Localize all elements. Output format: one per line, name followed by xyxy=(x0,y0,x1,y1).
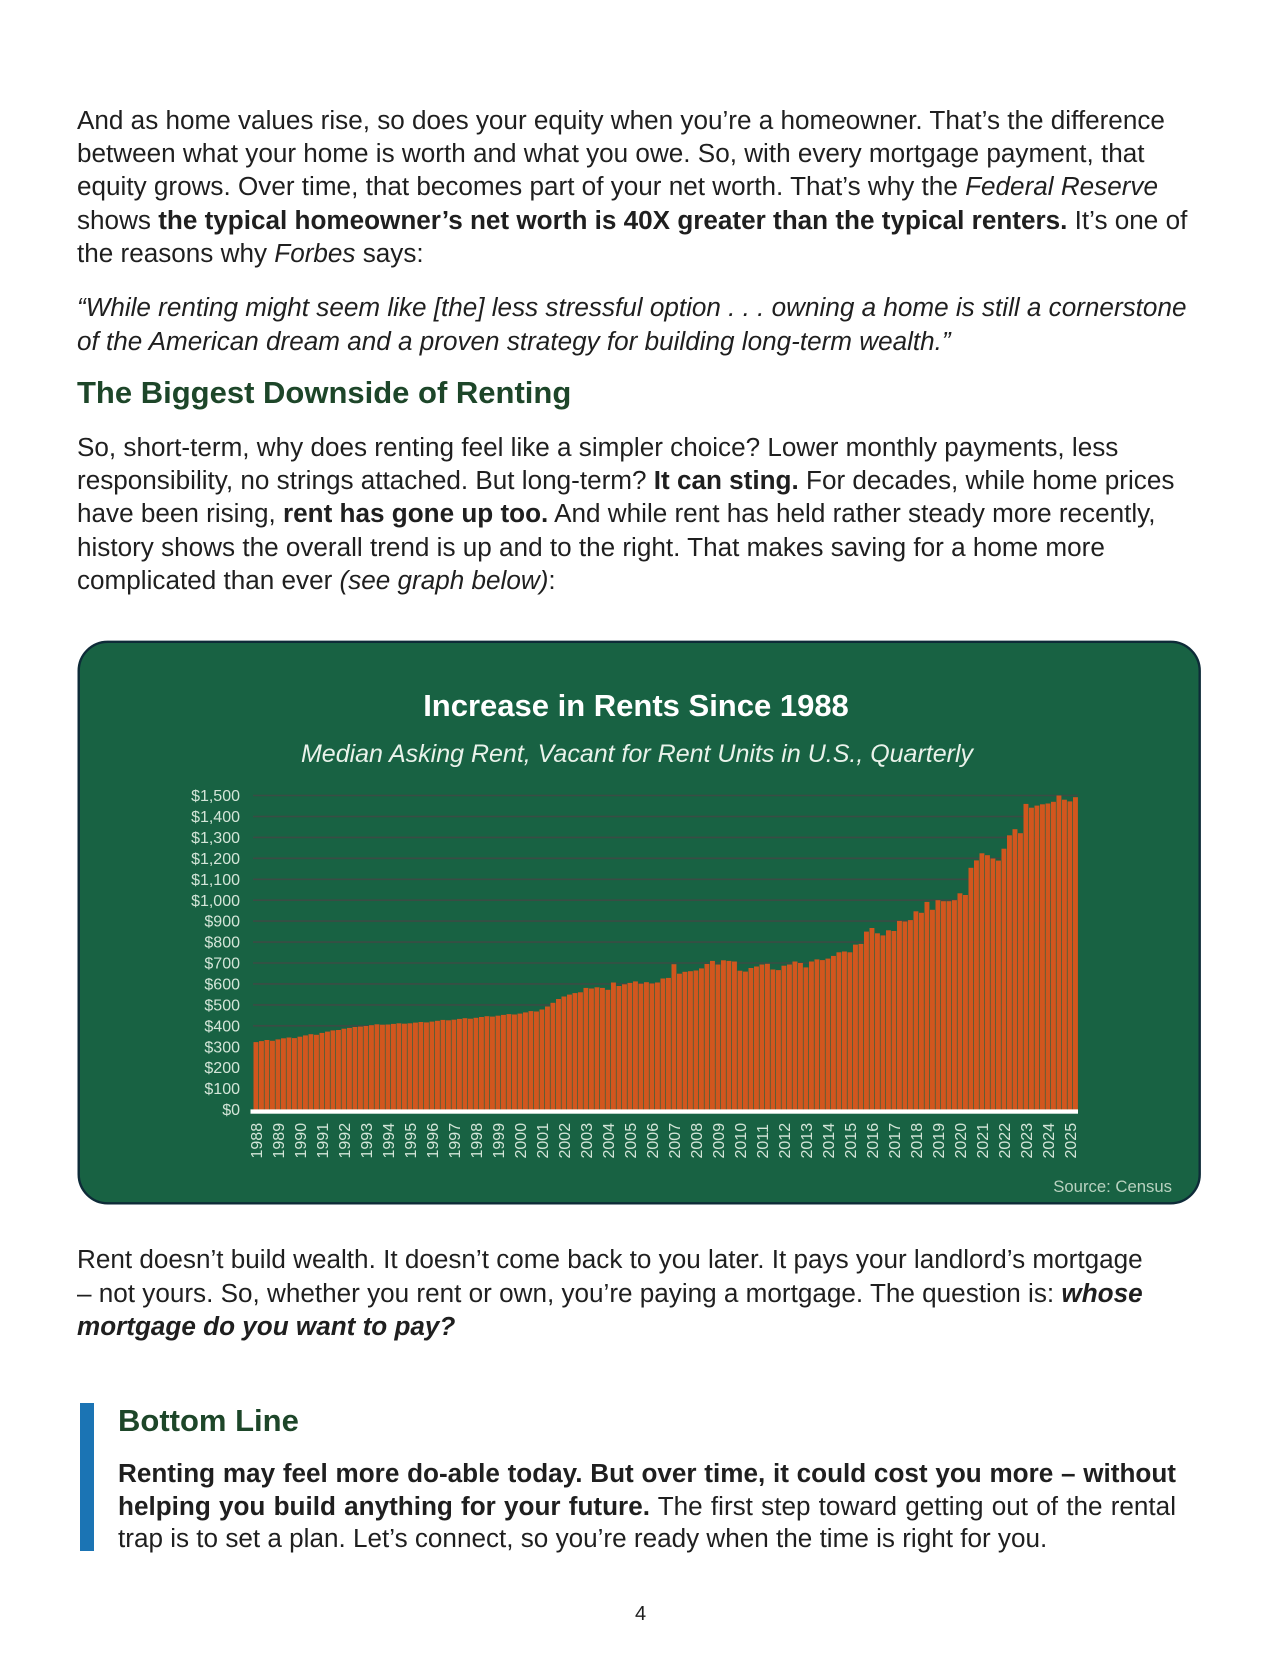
svg-text:2004: 2004 xyxy=(601,1123,618,1159)
svg-text:2018: 2018 xyxy=(909,1123,926,1159)
svg-text:2005: 2005 xyxy=(623,1123,640,1159)
svg-text:$1,400: $1,400 xyxy=(191,810,240,827)
svg-text:2016: 2016 xyxy=(865,1123,882,1159)
svg-text:$500: $500 xyxy=(204,998,240,1015)
svg-text:$300: $300 xyxy=(204,1040,240,1057)
svg-text:2006: 2006 xyxy=(645,1123,662,1159)
svg-text:2021: 2021 xyxy=(975,1123,992,1159)
svg-text:2015: 2015 xyxy=(843,1123,860,1159)
svg-text:$800: $800 xyxy=(204,935,240,952)
svg-text:2025: 2025 xyxy=(1063,1123,1080,1159)
svg-text:1998: 1998 xyxy=(469,1123,486,1159)
svg-text:1990: 1990 xyxy=(293,1123,310,1159)
svg-text:2019: 2019 xyxy=(931,1123,948,1159)
svg-text:2008: 2008 xyxy=(689,1123,706,1159)
svg-text:1999: 1999 xyxy=(491,1123,508,1159)
svg-text:Source: Census: Source: Census xyxy=(1053,1177,1172,1196)
svg-text:1988: 1988 xyxy=(249,1123,266,1159)
svg-text:2014: 2014 xyxy=(821,1123,838,1159)
svg-text:2000: 2000 xyxy=(513,1123,530,1159)
svg-text:1989: 1989 xyxy=(271,1123,288,1159)
svg-text:1993: 1993 xyxy=(359,1123,376,1159)
svg-text:$700: $700 xyxy=(204,956,240,973)
svg-text:Median Asking Rent, Vacant for: Median Asking Rent, Vacant for Rent Unit… xyxy=(301,740,975,768)
svg-text:2024: 2024 xyxy=(1041,1123,1058,1159)
svg-text:2017: 2017 xyxy=(887,1123,904,1159)
svg-text:2009: 2009 xyxy=(711,1123,728,1159)
svg-text:1994: 1994 xyxy=(381,1123,398,1159)
svg-text:2007: 2007 xyxy=(667,1123,684,1159)
svg-text:$100: $100 xyxy=(204,1082,240,1099)
svg-text:$900: $900 xyxy=(204,914,240,931)
svg-text:1991: 1991 xyxy=(315,1123,332,1159)
svg-text:$400: $400 xyxy=(204,1019,240,1036)
svg-text:$600: $600 xyxy=(204,977,240,994)
svg-text:1996: 1996 xyxy=(425,1123,442,1159)
svg-text:1995: 1995 xyxy=(403,1123,420,1159)
svg-text:2012: 2012 xyxy=(777,1123,794,1159)
svg-text:2013: 2013 xyxy=(799,1123,816,1159)
svg-text:2010: 2010 xyxy=(733,1123,750,1159)
svg-text:$1,300: $1,300 xyxy=(191,830,240,847)
svg-text:$1,000: $1,000 xyxy=(191,893,240,910)
svg-text:$1,200: $1,200 xyxy=(191,851,240,868)
svg-text:$1,100: $1,100 xyxy=(191,872,240,889)
svg-text:2002: 2002 xyxy=(557,1123,574,1159)
svg-text:1997: 1997 xyxy=(447,1123,464,1159)
svg-text:$200: $200 xyxy=(204,1061,240,1078)
svg-text:Increase in Rents Since 1988: Increase in Rents Since 1988 xyxy=(423,688,849,723)
svg-text:2011: 2011 xyxy=(755,1124,772,1159)
svg-text:1992: 1992 xyxy=(337,1123,354,1159)
svg-text:$0: $0 xyxy=(222,1103,240,1120)
svg-text:2001: 2001 xyxy=(535,1123,552,1159)
svg-text:2022: 2022 xyxy=(997,1123,1014,1159)
svg-text:2020: 2020 xyxy=(953,1123,970,1159)
svg-text:2023: 2023 xyxy=(1019,1123,1036,1159)
svg-text:$1,500: $1,500 xyxy=(191,789,240,806)
svg-text:2003: 2003 xyxy=(579,1123,596,1159)
